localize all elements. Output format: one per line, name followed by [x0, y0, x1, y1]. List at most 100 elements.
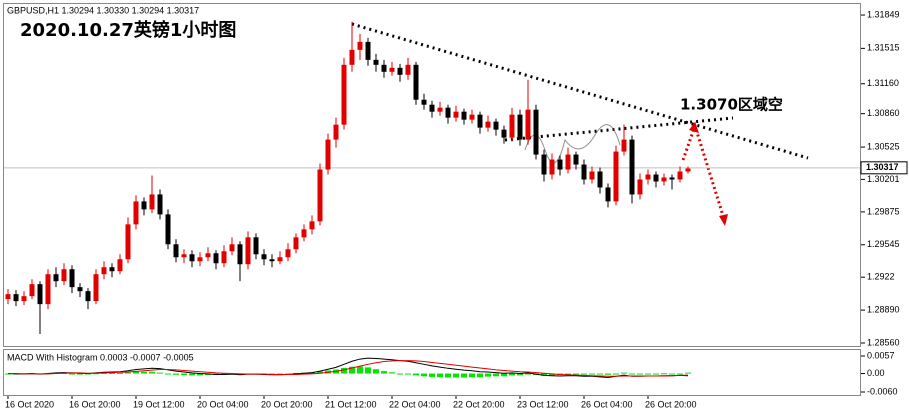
symbol-header: GBPUSD,H1 1.30294 1.30330 1.30294 1.3031… — [7, 5, 199, 15]
candle-body — [29, 284, 35, 297]
macd-histogram-bar — [317, 371, 323, 374]
macd-histogram-bar — [69, 373, 75, 375]
macd-histogram-bar — [637, 373, 643, 375]
macd-histogram-bar — [469, 373, 475, 378]
candle-body — [453, 111, 459, 118]
candle-body — [269, 259, 275, 262]
candle-body — [213, 253, 219, 264]
candle-body — [157, 194, 163, 215]
candle-body — [397, 67, 403, 75]
y-tick-label: 0.00 — [867, 368, 885, 378]
macd-histogram-bar — [405, 373, 411, 375]
candle-body — [245, 237, 251, 265]
macd-histogram-bar — [373, 369, 379, 374]
y-tick-label: 1.2922 — [867, 272, 895, 282]
candle-body — [485, 121, 491, 128]
macd-histogram-bar — [677, 373, 683, 375]
candle-body — [549, 159, 555, 175]
macd-histogram-bar — [181, 373, 187, 376]
candle-body — [165, 214, 171, 245]
candle-body — [309, 221, 315, 230]
macd-histogram-bar — [429, 373, 435, 377]
macd-histogram-bar — [173, 373, 179, 375]
macd-histogram-bar — [389, 372, 395, 374]
price-box — [860, 161, 908, 175]
macd-histogram-bar — [629, 373, 635, 375]
arrow-head — [719, 214, 728, 226]
candle-body — [565, 154, 571, 170]
candle-body — [133, 201, 139, 225]
macd-histogram-bar — [669, 373, 675, 375]
candle-body — [677, 171, 683, 180]
candle-body — [317, 169, 323, 222]
trend-line — [351, 22, 809, 160]
macd-histogram-bar — [485, 373, 491, 377]
x-tick-label: 22 Oct 20:00 — [453, 399, 505, 409]
candle-body — [613, 151, 619, 202]
candle-body — [61, 269, 67, 282]
candle-body — [149, 194, 155, 210]
macd-histogram-bar — [549, 373, 555, 376]
macd-histogram-bar — [117, 372, 123, 374]
macd-histogram-bar — [493, 373, 499, 377]
macd-histogram-bar — [453, 373, 459, 378]
main-frame — [3, 3, 861, 347]
macd-histogram-bar — [581, 373, 587, 375]
candle-body — [421, 99, 427, 105]
candle-body — [605, 187, 611, 202]
candle-body — [205, 253, 211, 258]
candle-body — [669, 177, 675, 180]
candle-body — [85, 291, 91, 302]
macd-histogram-bar — [77, 373, 83, 375]
candle-body — [621, 139, 627, 152]
macd-histogram-bar — [349, 366, 355, 374]
candle-body — [237, 244, 243, 265]
candle-body — [109, 267, 115, 272]
candle-body — [53, 274, 59, 282]
candle-body — [13, 294, 19, 302]
y-tick-label: 1.28890 — [867, 304, 900, 314]
candle-body — [349, 49, 355, 65]
x-tick-label: 23 Oct 12:00 — [517, 399, 569, 409]
candle-body — [333, 124, 339, 140]
candle-body — [221, 251, 227, 264]
candle-body — [541, 154, 547, 175]
macd-histogram-bar — [421, 373, 427, 377]
neck-line — [504, 116, 734, 142]
candle-body — [117, 259, 123, 272]
candle-body — [637, 179, 643, 195]
candle-body — [261, 254, 267, 260]
candle-body — [229, 244, 235, 252]
macd-histogram-bar — [341, 368, 347, 374]
candle-body — [501, 129, 507, 138]
x-tick-label: 26 Oct 20:00 — [645, 399, 697, 409]
y-tick-label: 1.29545 — [867, 239, 900, 249]
macd-histogram-bar — [661, 373, 667, 375]
macd-histogram-bar — [133, 371, 139, 374]
macd-histogram-bar — [541, 373, 547, 376]
x-tick-label: 20 Oct 20:00 — [261, 399, 313, 409]
macd-histogram-bar — [653, 373, 659, 375]
macd-histogram-bar — [357, 366, 363, 374]
macd-histogram-bar — [437, 373, 443, 378]
x-tick-label: 19 Oct 12:00 — [133, 399, 185, 409]
candle-body — [437, 107, 443, 112]
macd-histogram-bar — [413, 373, 419, 376]
annotation: 1.3070区域空 — [680, 96, 783, 114]
candle-body — [661, 177, 667, 182]
macd-histogram-bar — [597, 373, 603, 375]
macd-histogram-bar — [189, 373, 195, 376]
candle-body — [573, 154, 579, 165]
candle-body — [557, 159, 563, 170]
candle-body — [293, 237, 299, 250]
x-tick-label: 20 Oct 04:00 — [197, 399, 249, 409]
candle-body — [173, 244, 179, 258]
candle-body — [405, 64, 411, 75]
y-tick-label: 1.28560 — [867, 337, 900, 347]
macd-histogram-bar — [685, 372, 691, 374]
macd-histogram-bar — [109, 372, 115, 374]
macd-histogram-bar — [645, 373, 651, 375]
candle-body — [301, 229, 307, 238]
macd-histogram-bar — [621, 372, 627, 374]
candle-body — [533, 109, 539, 155]
